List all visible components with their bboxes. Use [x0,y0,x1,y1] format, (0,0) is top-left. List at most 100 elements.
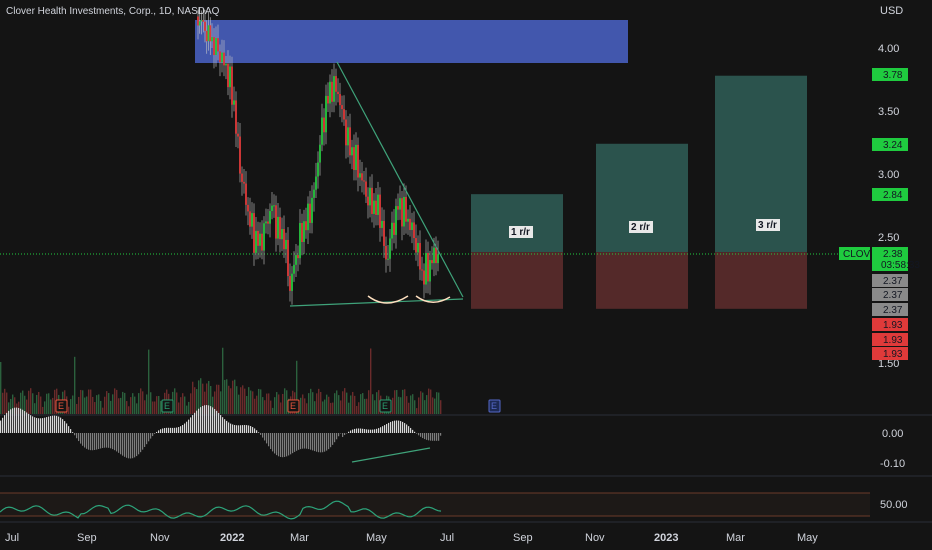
candle-body [223,52,225,66]
candle-body [387,258,389,260]
candle-body [397,206,399,210]
macd-bar [320,433,322,453]
candle-body [419,242,421,270]
macd-bar [210,406,212,433]
volume-bar [42,406,44,414]
volume-bar [338,395,340,414]
descending-triangle-drawing[interactable] [289,61,464,307]
macd-bar [206,405,208,433]
macd-divergence-line[interactable] [351,447,431,463]
volume-bar [182,393,184,414]
macd-bar [158,430,160,433]
macd-bar [264,433,266,441]
candle-body [277,216,279,239]
volume-bar [132,393,134,414]
macd-bar [128,433,130,459]
volume-bar [248,387,250,414]
macd-bar [144,433,146,447]
macd-bar [284,433,286,457]
volume-bar [372,394,374,414]
stop-zone-2[interactable] [596,252,688,309]
support-trendline[interactable] [289,298,464,307]
volume-bar [274,397,276,414]
macd-bar [18,407,20,433]
macd-bar [402,421,404,433]
rsi-line [0,500,442,520]
candle-body [345,119,347,146]
volume-bar [202,383,204,414]
price-axis[interactable]: 4.00 3.50 3.00 2.50 1.50 [878,43,899,370]
macd-bar [312,433,314,451]
volume-bar [124,392,126,414]
macd-bar [110,433,112,449]
candle-body [261,233,263,251]
candle-body [357,144,359,178]
macd-tick-0: 0.00 [882,428,903,440]
candle-body [211,37,213,42]
volume-bar [100,400,102,414]
macd-bar [276,433,278,456]
macd-bar [204,405,206,433]
macd-bar [304,433,306,449]
volume-bar [414,400,416,414]
macd-bar [362,428,364,433]
risk-reward-boxes[interactable]: 1 r/r 2 r/r 3 r/r [471,75,807,309]
target-zone-2[interactable] [596,143,688,253]
macd-bar [96,433,98,450]
macd-bar [130,433,132,459]
earnings-marker-1[interactable] [55,399,68,413]
candle-body [317,162,319,177]
volume-bar [104,396,106,414]
volume-bar [120,397,122,414]
volume-bar [262,397,264,414]
stop-zone-3[interactable] [715,252,807,309]
rsi-band [0,493,870,516]
macd-bar [6,412,8,433]
macd-bar [426,433,428,440]
volume-bar [420,391,422,414]
macd-bar [360,428,362,433]
earnings-marker-4[interactable] [379,399,392,413]
volume-bar [114,388,116,414]
macd-bar [344,433,346,436]
time-axis[interactable]: Jul Sep Nov 2022 Mar May Jul Sep Nov 2023 Mar May [5,532,818,544]
supply-zone-rect[interactable] [195,20,628,63]
earnings-marker-2[interactable] [161,399,174,413]
macd-bar [386,423,388,433]
stop-zone-1[interactable] [471,252,563,309]
earnings-marker-label-2: E [164,401,170,411]
time-tick-label: Nov [585,532,605,544]
macd-bar [226,420,228,433]
macd-bar [260,433,262,435]
volume-bar [360,394,362,414]
right-shoulder-arc[interactable] [415,295,451,303]
left-shoulder-arc[interactable] [367,295,409,304]
macd-bar [274,433,276,454]
macd-histogram [0,405,442,459]
macd-bar [212,407,214,433]
rr-label-2: 2 r/r [631,222,650,233]
candle-body [411,222,413,231]
macd-bar [262,433,264,438]
macd-bar [434,433,436,441]
target-zone-1[interactable] [471,194,563,253]
macd-bar [294,433,296,452]
earnings-marker-3[interactable] [287,399,300,413]
volume-bar [396,390,398,414]
price-tag-10 [872,347,908,360]
macd-bar [348,431,350,433]
candlestick-series[interactable] [197,7,439,305]
indicator-axes: 0.00 -0.10 50.00 [880,428,908,511]
volume-bar [146,394,148,414]
macd-bar [100,433,102,449]
volume-bar [270,400,272,414]
volume-bar [410,395,412,414]
macd-bar [54,415,56,433]
volume-bar [236,386,238,414]
earnings-marker-5[interactable] [488,399,501,413]
candle-body [369,187,371,206]
candle-body [245,183,247,205]
descending-trendline[interactable] [336,61,464,298]
